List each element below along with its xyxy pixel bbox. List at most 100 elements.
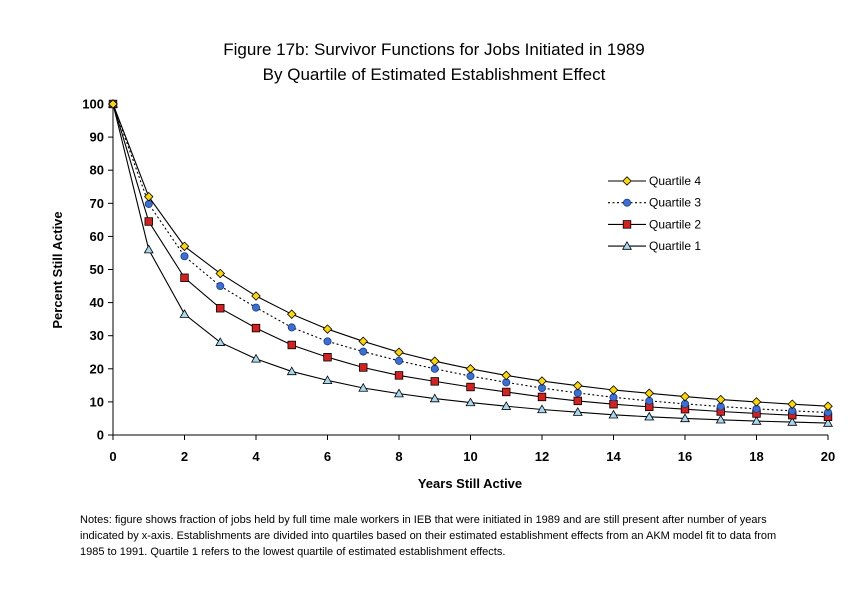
data-point-quartile-4 bbox=[429, 356, 440, 366]
data-point-quartile-1 bbox=[501, 401, 512, 410]
x-tick-label: 0 bbox=[109, 449, 116, 464]
data-point-quartile-4 bbox=[787, 399, 798, 409]
data-point-quartile-4 bbox=[537, 376, 547, 386]
x-tick-label: 18 bbox=[749, 449, 763, 464]
data-point-quartile-1 bbox=[608, 409, 619, 419]
legend-marker bbox=[622, 220, 632, 229]
chart-notes: Notes: figure shows fraction of jobs hel… bbox=[80, 512, 820, 560]
notes-line-3: 1985 to 1991. Quartile 1 refers to the l… bbox=[80, 546, 506, 558]
data-point-quartile-1 bbox=[823, 417, 833, 427]
legend-label: Quartile 2 bbox=[649, 217, 701, 231]
data-point-quartile-3 bbox=[394, 356, 403, 365]
data-point-quartile-2 bbox=[287, 340, 296, 350]
data-point-quartile-4 bbox=[143, 191, 154, 202]
data-point-quartile-3 bbox=[645, 396, 654, 405]
data-point-quartile-4 bbox=[286, 309, 297, 319]
data-point-quartile-2 bbox=[537, 392, 547, 402]
x-tick-label: 20 bbox=[821, 449, 835, 464]
y-tick-label: 90 bbox=[90, 130, 104, 145]
data-point-quartile-2 bbox=[394, 371, 404, 380]
data-point-quartile-4 bbox=[322, 324, 333, 334]
data-point-quartile-2 bbox=[466, 382, 475, 392]
series-line-quartile-3 bbox=[112, 103, 829, 414]
data-point-quartile-1 bbox=[465, 397, 476, 407]
x-axis-label: Years Still Active bbox=[418, 476, 522, 491]
data-point-quartile-3 bbox=[287, 323, 296, 332]
data-point-quartile-1 bbox=[787, 416, 798, 426]
data-point-quartile-1 bbox=[715, 414, 726, 424]
series-quartile-2 bbox=[108, 99, 833, 421]
x-tick-label: 4 bbox=[252, 449, 260, 464]
data-point-quartile-4 bbox=[823, 401, 833, 411]
x-tick-label: 6 bbox=[324, 449, 331, 464]
data-point-quartile-4 bbox=[644, 388, 655, 399]
data-point-quartile-4 bbox=[358, 336, 369, 347]
data-point-quartile-1 bbox=[680, 413, 690, 423]
data-point-quartile-1 bbox=[394, 388, 404, 398]
data-point-quartile-4 bbox=[108, 99, 118, 109]
series-line-quartile-4 bbox=[112, 103, 829, 407]
x-tick-label: 12 bbox=[535, 449, 549, 464]
data-point-quartile-1 bbox=[751, 415, 762, 425]
data-point-quartile-4 bbox=[680, 391, 690, 402]
y-tick-label: 70 bbox=[90, 196, 104, 211]
y-tick-label: 10 bbox=[90, 394, 104, 409]
legend-item-quartile-4: Quartile 4 bbox=[608, 174, 701, 188]
data-point-quartile-1 bbox=[286, 366, 297, 376]
data-point-quartile-1 bbox=[537, 404, 547, 414]
data-point-quartile-3 bbox=[251, 303, 260, 312]
legend-item-quartile-1: Quartile 1 bbox=[608, 239, 701, 253]
data-point-quartile-2 bbox=[609, 400, 618, 409]
data-point-quartile-4 bbox=[465, 364, 476, 374]
axes: 0 10 20 30 40 50 60 70 80 90 100 0 2 4 6 8 10 12 14 16 18 20 bbox=[82, 97, 835, 465]
y-axis-label: Percent Still Active bbox=[50, 211, 65, 328]
data-point-quartile-2 bbox=[359, 363, 368, 372]
data-point-quartile-4 bbox=[751, 397, 762, 407]
data-point-quartile-4 bbox=[715, 394, 726, 405]
data-point-quartile-4 bbox=[394, 347, 404, 358]
y-tick-label: 30 bbox=[90, 328, 104, 343]
y-tick-label: 60 bbox=[90, 229, 104, 244]
data-point-quartile-3 bbox=[216, 282, 225, 291]
data-point-quartile-3 bbox=[323, 337, 332, 346]
data-point-quartile-2 bbox=[323, 353, 332, 362]
legend-marker bbox=[622, 240, 632, 250]
data-point-quartile-4 bbox=[572, 380, 583, 391]
data-point-quartile-2 bbox=[216, 304, 225, 313]
series-layer bbox=[108, 98, 833, 427]
data-point-quartile-2 bbox=[430, 377, 439, 386]
data-point-quartile-2 bbox=[180, 273, 189, 282]
notes-line-2: indicated by x-axis. Establishments are … bbox=[80, 530, 777, 542]
notes-line-1: Notes: figure shows fraction of jobs hel… bbox=[80, 514, 767, 526]
data-point-quartile-2 bbox=[502, 387, 511, 397]
data-point-quartile-4 bbox=[501, 370, 512, 381]
data-point-quartile-1 bbox=[215, 337, 226, 346]
series-quartile-1 bbox=[108, 98, 833, 427]
y-tick-label: 40 bbox=[90, 295, 104, 310]
data-point-quartile-4 bbox=[251, 291, 261, 301]
data-point-quartile-2 bbox=[573, 396, 582, 406]
data-point-quartile-4 bbox=[608, 385, 619, 395]
legend-marker bbox=[623, 198, 632, 207]
legend-item-quartile-3: Quartile 3 bbox=[608, 196, 701, 210]
x-tick-label: 10 bbox=[463, 449, 477, 464]
y-tick-label: 50 bbox=[90, 262, 104, 277]
data-point-quartile-1 bbox=[143, 244, 154, 254]
chart-title: Figure 17b: Survivor Functions for Jobs … bbox=[223, 40, 644, 59]
data-point-quartile-2 bbox=[251, 323, 261, 333]
series-quartile-4 bbox=[108, 99, 833, 411]
x-tick-label: 2 bbox=[181, 449, 188, 464]
x-tick-label: 8 bbox=[395, 449, 402, 464]
legend-label: Quartile 3 bbox=[649, 196, 701, 210]
data-point-quartile-1 bbox=[251, 353, 261, 363]
y-tick-label: 80 bbox=[90, 163, 104, 178]
data-point-quartile-1 bbox=[179, 309, 190, 318]
y-tick-label: 100 bbox=[82, 97, 104, 112]
data-point-quartile-1 bbox=[572, 407, 583, 416]
data-point-quartile-4 bbox=[215, 268, 226, 279]
data-point-quartile-4 bbox=[179, 241, 190, 252]
y-tick-label: 20 bbox=[90, 361, 104, 376]
data-point-quartile-3 bbox=[430, 364, 439, 373]
legend-marker bbox=[622, 176, 632, 186]
x-tick-label: 16 bbox=[678, 449, 692, 464]
